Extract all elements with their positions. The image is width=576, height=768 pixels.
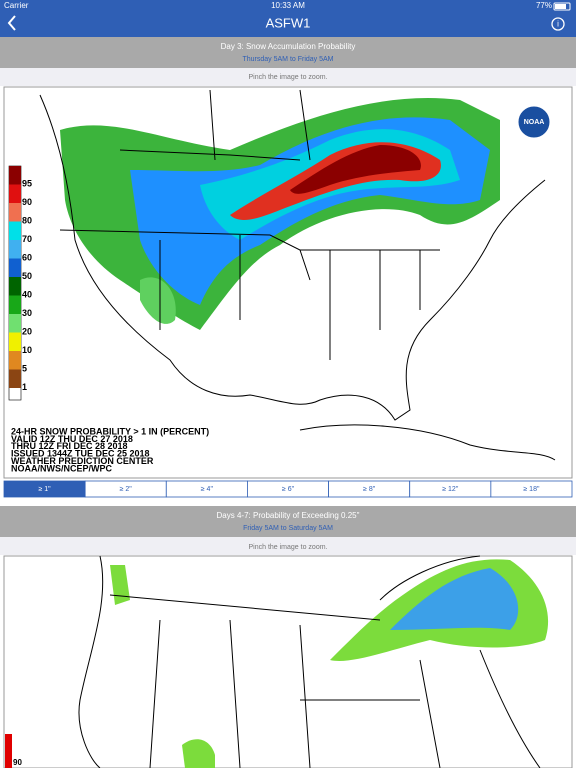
segment-label: ≥ 18" xyxy=(523,486,540,493)
map-caption: WEATHER PREDICTION CENTER xyxy=(11,456,154,466)
snow-area-southwest xyxy=(140,277,176,324)
precip-area-blue xyxy=(390,568,519,630)
legend-swatch xyxy=(9,184,21,203)
nav-title: ASFW1 xyxy=(266,15,311,30)
battery-level: 77% xyxy=(536,1,552,10)
noaa-logo-text: NOAA xyxy=(524,119,545,126)
legend-label: 20 xyxy=(22,326,32,336)
legend-swatch xyxy=(9,295,21,314)
legend-label: 80 xyxy=(22,215,32,225)
zoom-hint: Pinch the image to zoom. xyxy=(249,74,328,81)
legend-swatch xyxy=(9,258,21,277)
carrier: Carrier xyxy=(4,1,29,10)
coastline xyxy=(39,94,546,421)
zoom-hint: Pinch the image to zoom. xyxy=(249,544,328,551)
legend-swatch xyxy=(9,351,21,370)
segment-label: ≥ 4" xyxy=(201,486,214,493)
snow-area-dark-red xyxy=(290,145,421,194)
legend-swatch xyxy=(9,203,21,222)
legend-swatch xyxy=(9,240,21,259)
legend-label: 50 xyxy=(22,271,32,281)
hint-bar xyxy=(0,68,576,86)
legend-swatch xyxy=(9,221,21,240)
section-header xyxy=(0,506,576,537)
legend-label: 60 xyxy=(22,252,32,262)
segment[interactable] xyxy=(490,480,573,498)
legend-swatch xyxy=(9,332,21,351)
legend-swatch xyxy=(9,166,21,185)
legend-swatch xyxy=(9,277,21,296)
snow-map[interactable]: NOAA 95 90 80 70 60 50 40 30 20 10 5 1 24-HR SNOW P… xyxy=(3,86,573,479)
legend-swatch xyxy=(5,734,12,768)
segment-label: ≥ 12" xyxy=(442,486,459,493)
precip-map[interactable]: 90 xyxy=(3,555,573,768)
noaa-logo xyxy=(515,103,553,141)
clock: 10:33 AM xyxy=(271,1,305,10)
legend-label: 95 xyxy=(22,178,32,188)
segment-label: ≥ 8" xyxy=(363,486,376,493)
section-subtitle: Friday 5AM to Saturday 5AM xyxy=(243,525,333,532)
battery-icon xyxy=(553,2,571,11)
precip-area-southwest xyxy=(182,739,215,768)
info-button[interactable] xyxy=(551,17,565,31)
back-button[interactable] xyxy=(7,15,16,31)
legend-label: 70 xyxy=(22,234,32,244)
legend-label: 90 xyxy=(22,197,32,207)
legend-swatch xyxy=(9,369,21,388)
legend-label: 40 xyxy=(22,289,32,299)
info-glyph: i xyxy=(557,20,559,29)
map-caption: THRU 12Z FRI DEC 28 2018 xyxy=(11,441,128,451)
legend-label: 10 xyxy=(22,345,32,355)
map-caption: ISSUED 1344Z TUE DEC 25 2018 xyxy=(11,449,150,459)
state-borders xyxy=(59,89,440,360)
section-header xyxy=(0,37,576,68)
caribbean xyxy=(299,424,556,461)
segment-label: ≥ 2" xyxy=(120,486,133,493)
legend-label: 90 xyxy=(13,758,22,767)
segment-label: ≥ 1" xyxy=(38,486,51,493)
section-title: Day 3: Snow Accumulation Probability xyxy=(221,42,356,51)
hint-bar xyxy=(0,537,576,555)
battery-fill xyxy=(555,4,566,9)
nav-bar xyxy=(0,0,576,37)
map-caption: 24-HR SNOW PROBABILITY > 1 IN (PERCENT) xyxy=(11,426,209,436)
legend-label: 5 xyxy=(22,363,27,373)
legend-label: 30 xyxy=(22,308,32,318)
borders xyxy=(78,555,541,768)
map-caption: VALID 12Z THU DEC 27 2018 xyxy=(11,434,133,444)
section-subtitle: Thursday 5AM to Friday 5AM xyxy=(242,56,333,63)
legend-label: 1 xyxy=(22,382,27,392)
map-caption: NOAA/NWS/NCEP/WPC xyxy=(11,463,113,473)
segment-label: ≥ 6" xyxy=(282,486,295,493)
legend-swatch xyxy=(9,314,21,333)
section-title: Days 4-7: Probability of Exceeding 0.25" xyxy=(217,511,360,520)
